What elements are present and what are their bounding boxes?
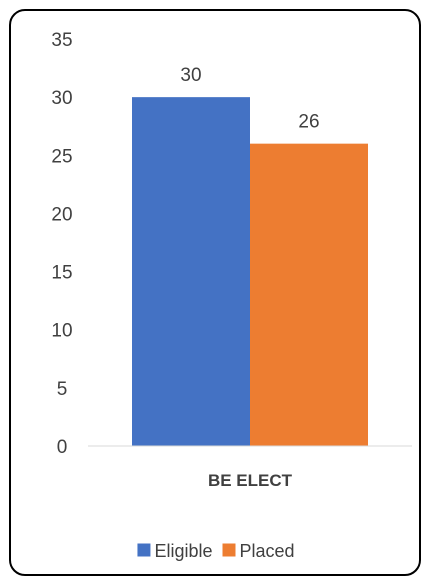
data-label-placed: 26 bbox=[298, 112, 319, 133]
y-tick-label: 35 bbox=[51, 30, 72, 51]
legend-label: Placed bbox=[240, 541, 295, 561]
y-axis-tick-labels: 0 5 10 15 20 25 30 35 bbox=[51, 30, 72, 458]
x-axis-category-labels: BE ELECT bbox=[208, 471, 293, 490]
y-tick-label: 30 bbox=[51, 88, 72, 109]
legend-swatch bbox=[222, 543, 236, 557]
y-tick-label: 20 bbox=[51, 204, 72, 225]
y-tick-label: 10 bbox=[51, 321, 72, 342]
bars bbox=[132, 97, 368, 447]
legend-swatch bbox=[137, 543, 151, 557]
data-label-eligible: 30 bbox=[180, 65, 201, 86]
y-tick-label: 0 bbox=[57, 437, 68, 458]
y-tick-label: 15 bbox=[51, 263, 72, 284]
legend-item-placed: Placed bbox=[222, 541, 295, 561]
y-tick-label: 25 bbox=[51, 146, 72, 167]
legend: Eligible Placed bbox=[137, 541, 295, 561]
x-category-label: BE ELECT bbox=[208, 471, 293, 490]
data-labels: 30 26 bbox=[180, 65, 319, 133]
bar-placed bbox=[250, 143, 368, 446]
legend-label: Eligible bbox=[154, 541, 212, 561]
bar-eligible bbox=[132, 97, 250, 447]
y-tick-label: 5 bbox=[57, 379, 68, 400]
legend-item-eligible: Eligible bbox=[137, 541, 213, 561]
